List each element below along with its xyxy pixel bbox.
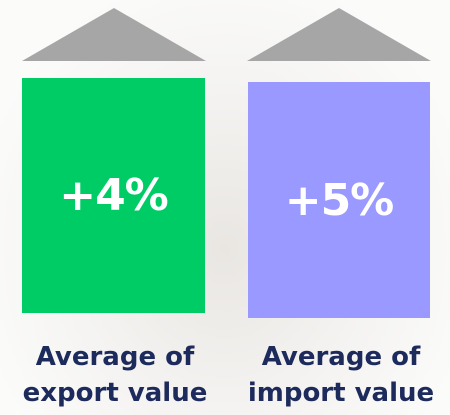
arrow-triangle: [22, 8, 206, 61]
import-tile: +5%: [248, 82, 430, 318]
tile-value: +4%: [59, 170, 169, 221]
tile-label: Average of export value: [22, 342, 208, 408]
arrow-triangle: [247, 8, 431, 61]
tile-label: Average of import value: [247, 342, 435, 408]
export-tile: +4%: [22, 78, 205, 313]
tile-value: +5%: [284, 174, 395, 226]
